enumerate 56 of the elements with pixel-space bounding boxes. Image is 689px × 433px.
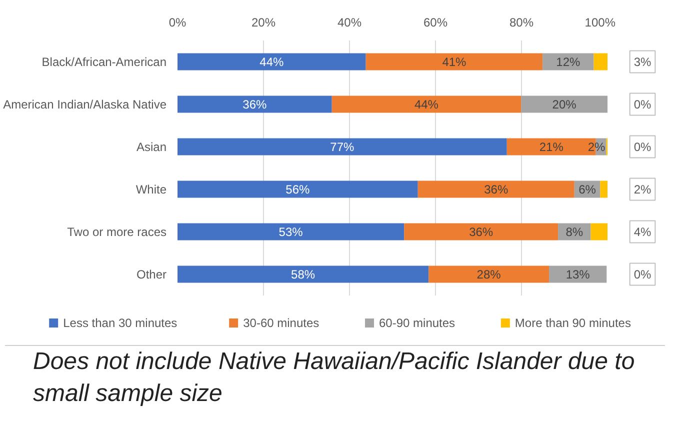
x-tick-label: 60% [423, 16, 448, 30]
y-tick-label: Two or more races [67, 224, 167, 239]
data-label: 56% [286, 182, 310, 196]
bar [366, 53, 543, 70]
y-tick-label: Black/African-American [42, 54, 167, 69]
legend-label: More than 90 minutes [514, 316, 631, 330]
bar [178, 223, 404, 240]
bar [332, 96, 522, 113]
data-label: 2% [634, 182, 652, 196]
y-tick-label: Other [136, 267, 167, 282]
data-label: 36% [242, 97, 268, 112]
data-label: 6% [578, 182, 596, 196]
data-label: 36% [469, 224, 494, 239]
data-label: 0% [634, 267, 652, 282]
bar [594, 53, 608, 70]
x-tick-label: 20% [251, 16, 276, 30]
data-label: 28% [476, 267, 502, 282]
legend-label: 30-60 minutes [243, 316, 320, 330]
bar [178, 180, 418, 198]
bar [178, 53, 366, 70]
legend-label: 60-90 minutes [379, 316, 456, 330]
x-tick-label: 80% [509, 16, 534, 30]
bar [418, 180, 574, 198]
text: Does not include Native Hawaiian/Pacific Islander due to small sample size [33, 347, 636, 409]
data-label: 36% [484, 182, 508, 196]
bar [600, 180, 608, 198]
data-label: 13% [566, 267, 590, 282]
data-label: 4% [634, 224, 652, 239]
data-label: 41% [442, 54, 467, 69]
data-label: 12% [556, 54, 580, 69]
bar [549, 266, 607, 283]
y-tick-label: Asian [136, 140, 167, 154]
x-tick-label: 40% [337, 16, 362, 30]
bar [178, 266, 429, 283]
bar [428, 266, 550, 283]
x-tick-label: 100% [584, 16, 616, 30]
bar [521, 96, 608, 113]
y-tick-label: White [136, 182, 167, 196]
bar [590, 223, 608, 240]
bar [404, 223, 558, 240]
data-label: 21% [539, 140, 564, 154]
data-label: 44% [414, 97, 439, 112]
bar [178, 138, 507, 156]
data-label: 0% [634, 97, 652, 112]
data-label: 0% [634, 140, 652, 154]
data-label: 3% [634, 54, 652, 69]
data-label: 44% [260, 54, 284, 69]
data-label: 58% [291, 267, 316, 282]
x-tick-label: 0% [168, 16, 186, 30]
y-tick-label: American Indian/Alaska Native [3, 97, 167, 112]
bar [178, 96, 332, 113]
data-label: 20% [552, 97, 577, 112]
data-label: 77% [330, 140, 355, 154]
data-label: 8% [566, 224, 584, 239]
data-label: 53% [278, 224, 304, 239]
legend-label: Less than 30 minutes [63, 316, 178, 330]
